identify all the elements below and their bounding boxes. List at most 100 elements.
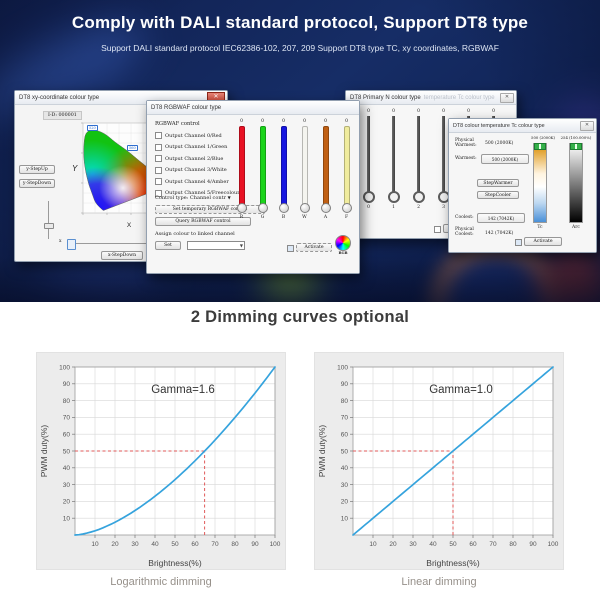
rgb-colour-wheel-icon[interactable]	[335, 235, 351, 251]
physical-warmest-value: 500 (2000K)	[485, 141, 514, 146]
slider-knob[interactable]	[362, 191, 375, 203]
rgbwaf-activate-checkbox[interactable]	[287, 245, 294, 252]
window-rgbwaf-titlebar[interactable]: DT8 RGBWAF colour type	[147, 101, 359, 115]
slider-value: 0	[345, 119, 348, 124]
checkbox[interactable]	[155, 155, 162, 162]
close-button[interactable]: ✕	[580, 121, 594, 131]
slider-knob[interactable]	[299, 203, 310, 213]
slider-track[interactable]	[343, 126, 350, 208]
window-primary-titlebar[interactable]: DT8 Primary N colour type temperature Tc…	[346, 91, 516, 105]
physical-coolest-label: Physical Coolest:	[455, 227, 474, 237]
slider-track[interactable]	[392, 116, 395, 198]
svg-text:Brightness(%): Brightness(%)	[426, 558, 480, 568]
chevron-down-icon: ▼	[239, 243, 243, 248]
slider-knob[interactable]	[387, 191, 400, 203]
slider-track[interactable]	[301, 126, 308, 208]
coolest-value-box[interactable]: 142 (7042K)	[477, 213, 525, 223]
svg-text:90: 90	[529, 541, 537, 548]
set-button[interactable]: Set	[155, 241, 181, 250]
slider-track[interactable]	[367, 116, 370, 198]
close-button[interactable]: ✕	[500, 93, 514, 103]
step-cooler-button[interactable]: StepCooler	[477, 191, 519, 199]
query-rgbwaf-button[interactable]: Query RGBWAF control	[155, 217, 251, 226]
svg-text:10: 10	[91, 541, 99, 548]
svg-text:30: 30	[409, 541, 417, 548]
channel-checkbox-row[interactable]: Output Channel 3/White	[155, 166, 240, 174]
control-type-label: Control type: Channel contr	[155, 195, 226, 201]
arc-slider-handle[interactable]	[570, 143, 582, 150]
slider-track[interactable]	[322, 126, 329, 208]
step-warmer-button[interactable]: StepWarmer	[477, 179, 519, 187]
slider-knob[interactable]	[236, 203, 247, 213]
checkbox[interactable]	[155, 189, 162, 197]
warmest-label: Warmest:	[455, 156, 477, 161]
svg-text:20: 20	[63, 499, 71, 506]
slider-value: 0	[417, 109, 420, 114]
channel-checkbox-row[interactable]: Output Channel 0/Red	[155, 132, 240, 139]
y-step-down-button[interactable]: y-StepDown	[19, 179, 55, 188]
channel-checkbox-row[interactable]: Output Channel 1/Green	[155, 143, 240, 151]
tc-slider-handle[interactable]	[534, 143, 546, 150]
svg-text:50: 50	[171, 541, 179, 548]
x-slider-handle[interactable]	[67, 239, 76, 250]
checkbox[interactable]	[155, 178, 162, 185]
channel-checkbox-row[interactable]: Output Channel 5/Freecolour	[155, 189, 240, 197]
y-slider-track[interactable]	[48, 201, 49, 239]
slider-track[interactable]	[442, 116, 445, 198]
control-type-dropdown[interactable]: Control type: Channel contr ▼	[155, 195, 231, 201]
arc-slider-top-value: 254 (100.000%)	[560, 135, 592, 140]
x-slider-track[interactable]	[67, 243, 219, 244]
slider-label: F	[344, 215, 349, 220]
assign-colour-label: Assign colour to linked channel	[155, 231, 235, 237]
window-tc-body: Physical Warmest: 500 (2000K) Warmest: 5…	[449, 133, 596, 252]
checkbox[interactable]	[155, 143, 162, 151]
slider-knob[interactable]	[257, 203, 268, 213]
rgbwaf-activate-button[interactable]: Activate	[296, 243, 332, 252]
tc-activate-button[interactable]: Activate	[524, 237, 562, 246]
slider-knob[interactable]	[412, 191, 425, 203]
slider-label: G	[260, 215, 265, 220]
arc-gradient-slider[interactable]	[569, 143, 583, 223]
y-slider-handle[interactable]	[44, 223, 54, 229]
x-step-down-button[interactable]: x-StepDown	[101, 251, 143, 260]
tc-gradient-slider[interactable]	[533, 143, 547, 223]
slider-track[interactable]	[238, 126, 245, 208]
window-primary-title-ghost: temperature Tc colour type	[423, 94, 495, 101]
slider-knob[interactable]	[278, 203, 289, 213]
tc-activate-checkbox[interactable]	[515, 239, 522, 246]
slider-track[interactable]	[280, 126, 287, 208]
channel-checkbox-row[interactable]: Output Channel 2/Blue	[155, 155, 240, 162]
svg-text:20: 20	[341, 499, 349, 506]
rgbwaf-control-label: RGBWAF control	[155, 121, 200, 127]
primary-activate-checkbox[interactable]	[434, 226, 441, 233]
slider-knob[interactable]	[341, 203, 352, 213]
slider-track[interactable]	[417, 116, 420, 198]
slider-knob[interactable]	[320, 203, 331, 213]
linked-channel-dropdown[interactable]: ▼	[187, 241, 245, 250]
x-slider-label: x	[59, 239, 62, 244]
channel-checkbox-row[interactable]: Output Channel 4/Amber	[155, 178, 240, 185]
checkbox[interactable]	[155, 166, 162, 174]
svg-text:80: 80	[509, 541, 517, 548]
slider-label: 3	[442, 205, 445, 210]
svg-text:50: 50	[449, 541, 457, 548]
checkbox[interactable]	[155, 132, 162, 139]
slider-track[interactable]	[259, 126, 266, 208]
warmest-value-box[interactable]: 500 (2000K)	[481, 154, 529, 164]
device-id-label: I-D: 000001	[43, 111, 82, 120]
y-step-up-button[interactable]: y-StepUp	[19, 165, 55, 174]
slider-value: 0	[442, 109, 445, 114]
slider-value: 0	[392, 109, 395, 114]
slider-label: 0	[367, 205, 370, 210]
slider-value: 0	[240, 119, 243, 124]
window-tc-titlebar[interactable]: DT8 colour temperature Tc colour type ✕	[449, 119, 596, 133]
